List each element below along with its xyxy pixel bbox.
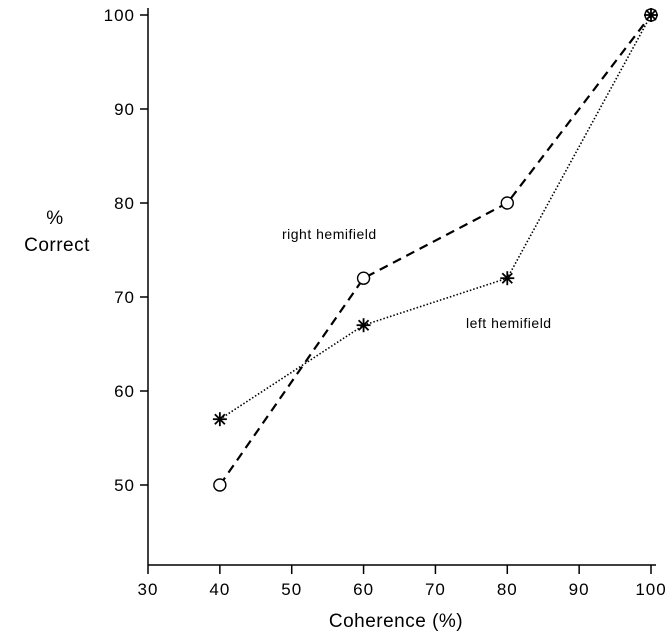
x-tick-label-90: 90 [569, 580, 590, 599]
y-axis-title-line-1: % [46, 208, 63, 229]
x-tick-label-100: 100 [635, 580, 666, 599]
point-left-hemifield-80 [500, 271, 515, 286]
point-left-hemifield-100-stroke-3 [645, 9, 657, 21]
point-left-hemifield-60-stroke-3 [357, 319, 370, 331]
x-tick-label-60: 60 [353, 580, 374, 599]
x-tick-label-30: 30 [138, 580, 159, 599]
y-tick-label-70: 70 [114, 288, 135, 307]
point-left-hemifield-40-stroke-3 [214, 413, 226, 425]
point-right-hemifield-40 [213, 478, 227, 492]
point-right-hemifield-60 [356, 271, 371, 285]
x-tick-label-80: 80 [497, 580, 518, 599]
y-tick-label-100: 100 [104, 6, 135, 25]
y-tick-label-60: 60 [114, 382, 135, 401]
point-left-hemifield-40 [212, 412, 227, 427]
point-left-hemifield-100 [644, 8, 658, 22]
series-line-right-hemifield [218, 14, 652, 486]
point-right-hemifield-80 [500, 196, 514, 210]
labels: Coherence (%) % Correct right hemifield … [24, 208, 551, 632]
y-tick-label-80: 80 [114, 194, 135, 213]
y-axis-title-line-2: Correct [24, 235, 90, 256]
series-line-left-hemifield [219, 14, 652, 420]
point-left-hemifield-80-stroke-3 [501, 272, 513, 284]
series-label-right-hemifield: right hemifield [282, 226, 377, 242]
x-tick-label-70: 70 [425, 580, 446, 599]
x-axis-title: Coherence (%) [329, 611, 463, 632]
series-label-left-hemifield: left hemifield [466, 315, 552, 331]
y-tick-label-50: 50 [114, 476, 135, 495]
ticks: 50 60 70 80 90 100 30 40 50 60 70 80 90 100 [104, 6, 666, 599]
x-tick-label-40: 40 [209, 580, 230, 599]
point-left-hemifield-60 [356, 318, 371, 333]
series [212, 8, 658, 492]
x-tick-label-50: 50 [281, 580, 302, 599]
axes [147, 8, 656, 566]
y-tick-label-90: 90 [114, 100, 135, 119]
